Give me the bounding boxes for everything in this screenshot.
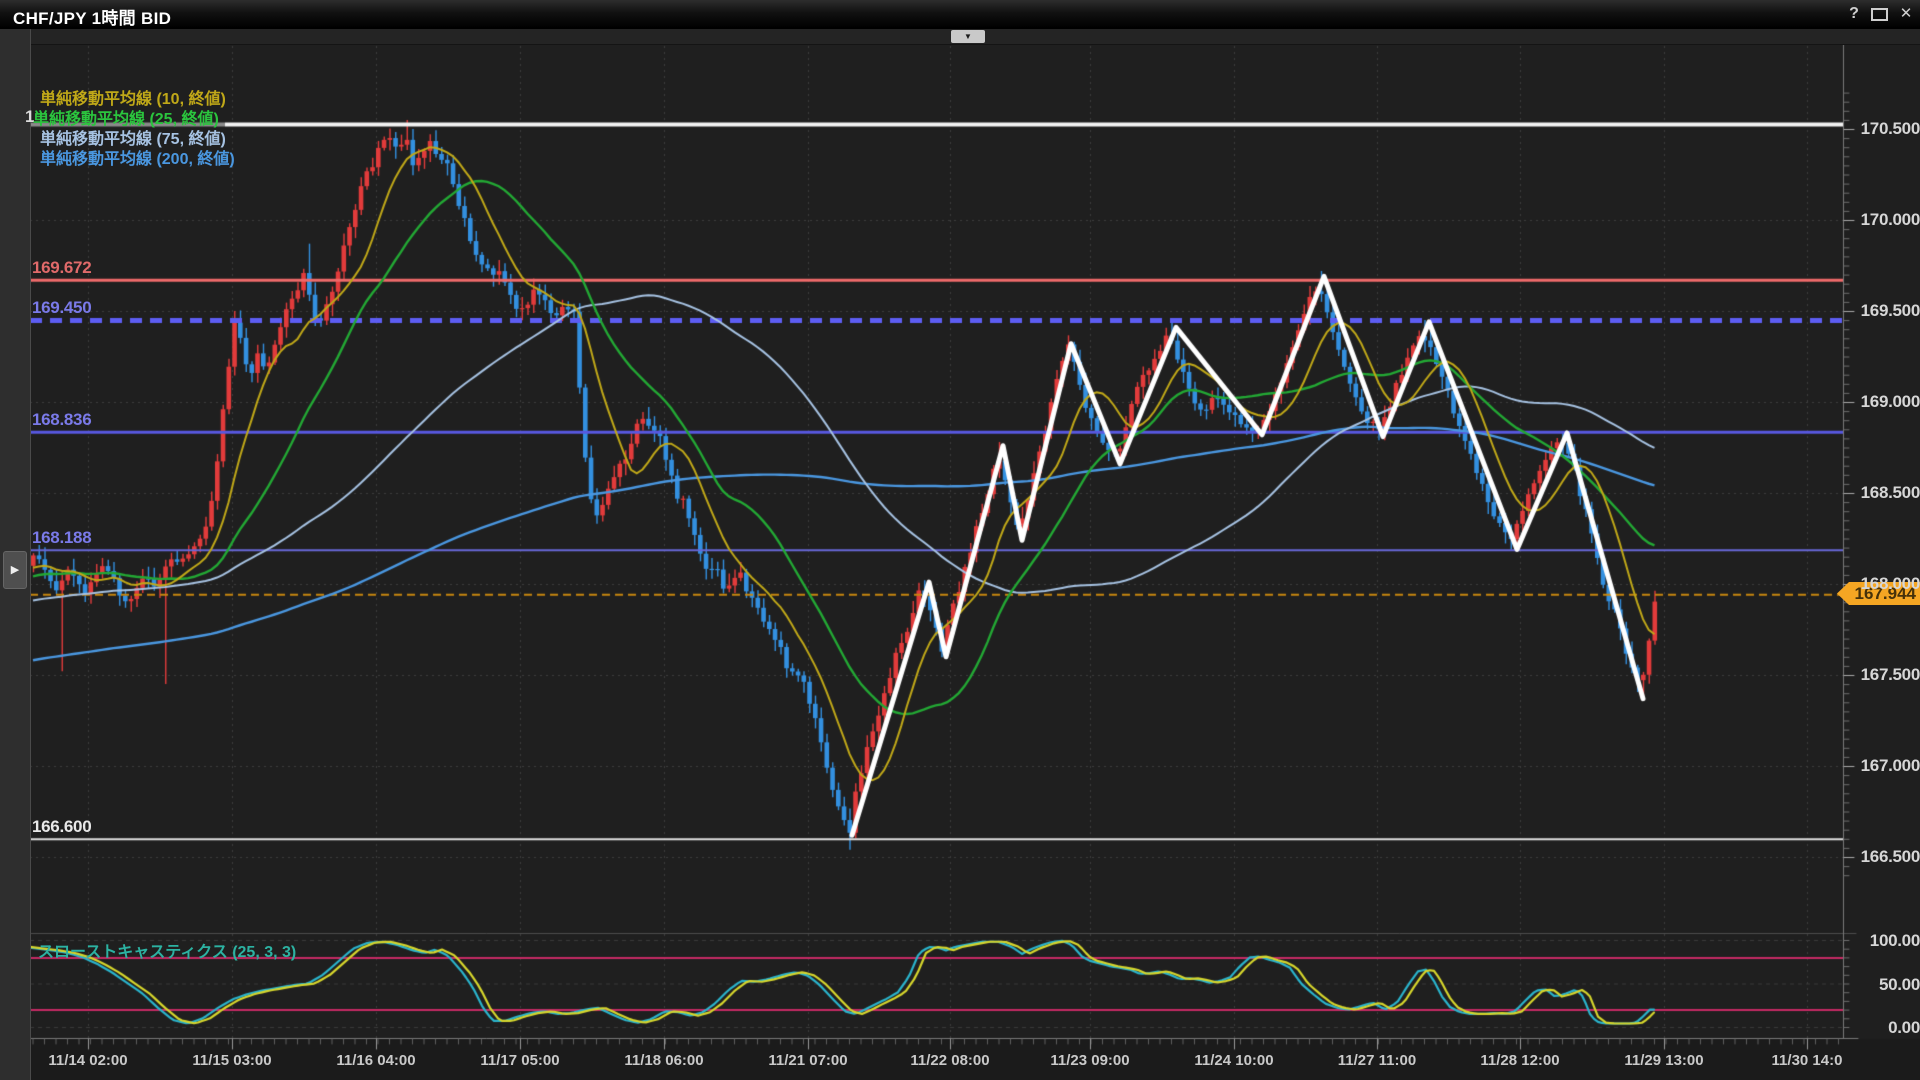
close-icon: ✕ <box>1899 5 1913 22</box>
maximize-icon <box>1870 8 1888 21</box>
help-button[interactable]: ? <box>1843 3 1865 25</box>
legend-item-sma200[interactable]: 単純移動平均線 (200, 終値) <box>40 151 235 168</box>
legend-item-sma75[interactable]: 単純移動平均線 (75, 終値) <box>40 131 226 148</box>
title-bar: CHF/JPY 1時間 BID <box>0 0 1920 29</box>
legend-item-sma10[interactable]: 単純移動平均線 (10, 終値) <box>40 91 226 108</box>
help-icon: ? <box>1849 5 1859 22</box>
chevron-down-icon: ▼ <box>964 32 972 41</box>
collapse-toolbar-button[interactable]: ▼ <box>951 30 985 43</box>
close-button[interactable]: ✕ <box>1895 3 1917 25</box>
maximize-button[interactable] <box>1868 3 1890 25</box>
window-title: CHF/JPY 1時間 BID <box>13 9 172 28</box>
legend-item-sma25[interactable]: 単純移動平均線 (25, 終値) <box>33 111 219 128</box>
expand-panel-button[interactable]: ▶ <box>3 551 27 589</box>
chevron-right-icon: ▶ <box>10 564 20 576</box>
